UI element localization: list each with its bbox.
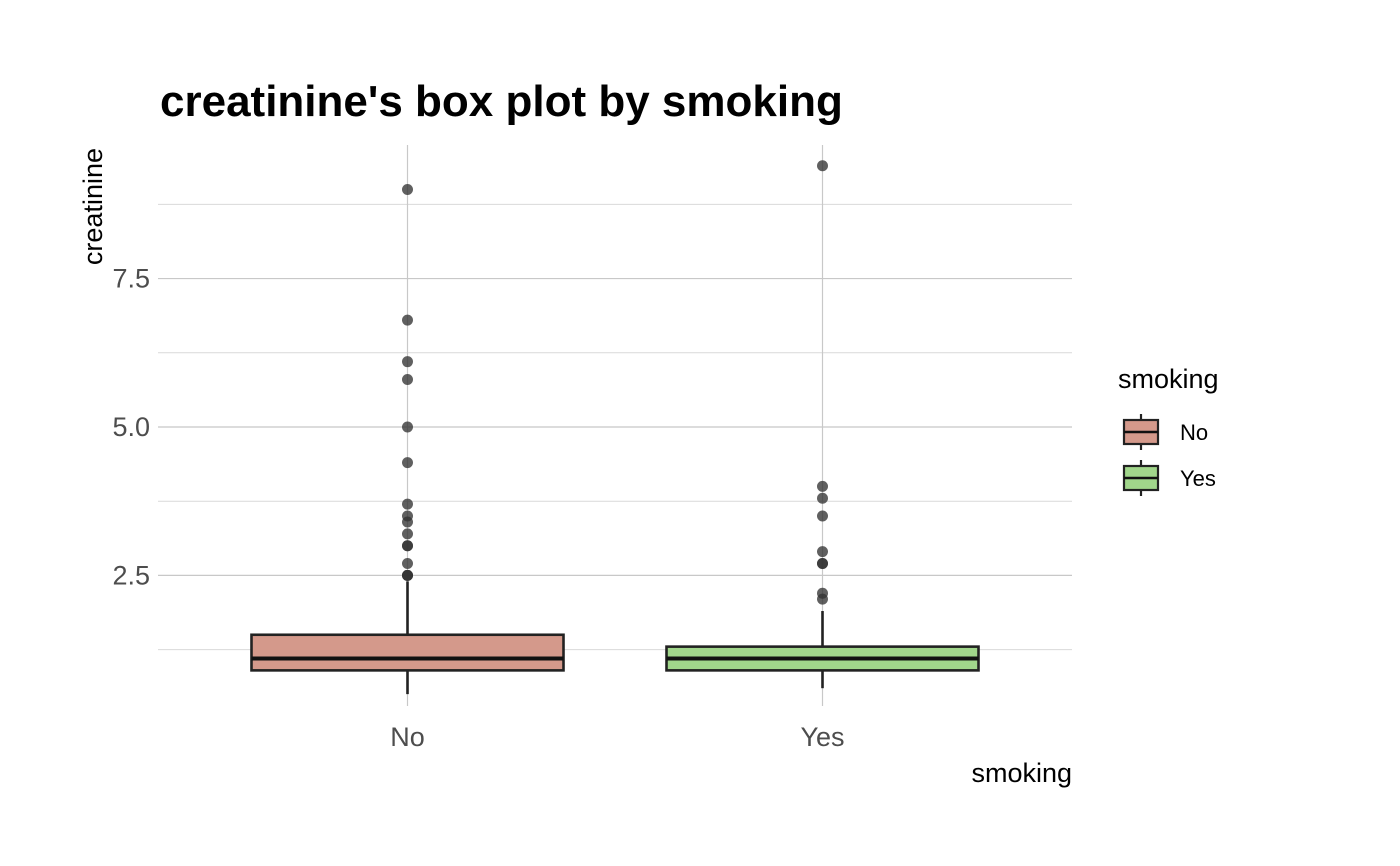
outlier-point — [402, 373, 413, 385]
y-tick-label: 7.5 — [112, 264, 150, 294]
outlier-point — [817, 587, 828, 599]
outlier-point — [817, 546, 828, 558]
legend-title: smoking — [1118, 364, 1219, 394]
box-group-no — [250, 184, 565, 695]
outlier-point — [402, 540, 413, 552]
outlier-point — [402, 457, 413, 469]
legend-key-yes — [1122, 460, 1160, 496]
axes: creatinine's box plot by smoking creatin… — [78, 77, 1072, 788]
legend-key-no — [1122, 414, 1160, 450]
legend-label: No — [1180, 420, 1208, 445]
chart-title: creatinine's box plot by smoking — [160, 77, 843, 126]
outlier-point — [817, 480, 828, 492]
outlier-point — [402, 569, 413, 581]
y-axis-title: creatinine — [78, 148, 108, 265]
outlier-point — [402, 184, 413, 196]
legend: smoking No Yes — [1118, 364, 1219, 496]
outlier-point — [402, 558, 413, 570]
box-group-yes — [665, 160, 980, 689]
x-tick-label: Yes — [800, 722, 844, 752]
x-tick-label: No — [390, 722, 425, 752]
outlier-point — [402, 510, 413, 522]
outlier-point — [817, 492, 828, 504]
y-tick-label: 2.5 — [112, 560, 150, 590]
outlier-point — [817, 160, 828, 172]
outlier-point — [402, 356, 413, 368]
outlier-point — [402, 314, 413, 326]
outlier-point — [817, 510, 828, 522]
box-no — [250, 633, 565, 672]
grid-lines — [158, 145, 1072, 706]
outlier-point — [402, 528, 413, 540]
outlier-point — [817, 558, 828, 570]
outlier-point — [402, 498, 413, 510]
outlier-point — [402, 421, 413, 433]
x-axis-title: smoking — [971, 758, 1072, 788]
plot-area — [250, 160, 980, 695]
legend-label: Yes — [1180, 466, 1216, 491]
y-tick-label: 5.0 — [112, 412, 150, 442]
